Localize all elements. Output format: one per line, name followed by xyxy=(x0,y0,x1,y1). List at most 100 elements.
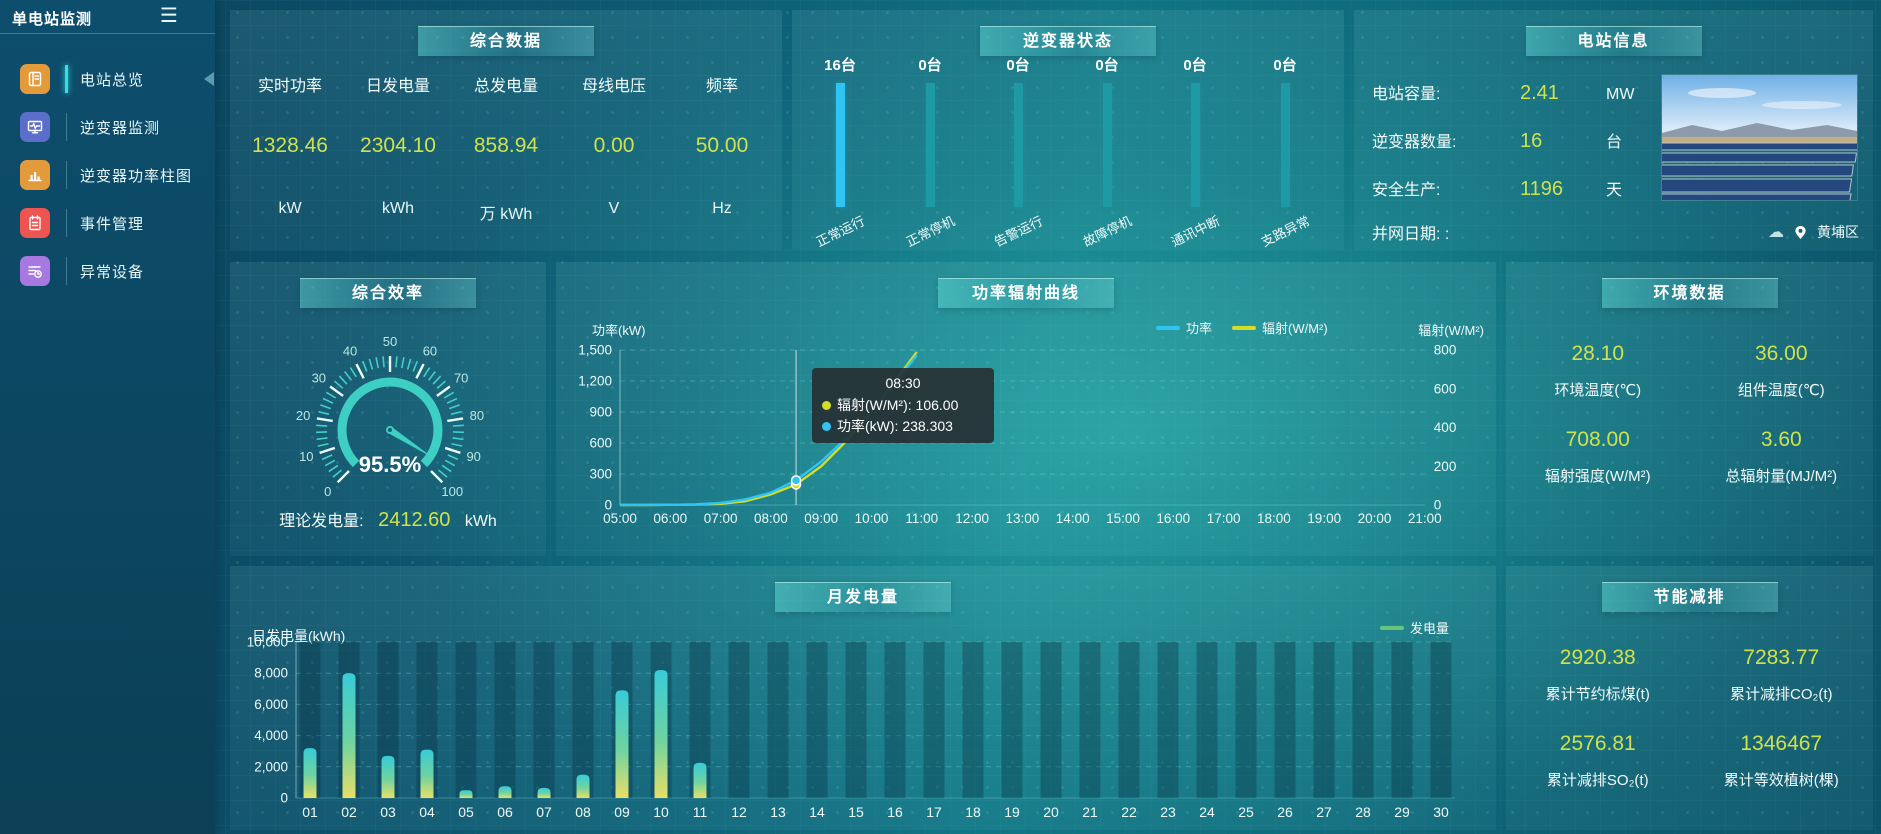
svg-text:20: 20 xyxy=(1043,804,1059,820)
panel-power-radiation-curve: 功率辐射曲线 功率(kW) 辐射(W/M²) 功率 辐射(W/M²) 0 300 60… xyxy=(556,262,1496,556)
stat-label: 累计等效植树(棵) xyxy=(1723,772,1839,789)
location-pin-icon[interactable] xyxy=(1794,225,1807,240)
svg-text:12:00: 12:00 xyxy=(955,511,989,526)
theory-label: 理论发电量: xyxy=(279,513,364,530)
svg-text:11:00: 11:00 xyxy=(905,511,938,526)
sidebar-item-4[interactable]: 事件管理 xyxy=(0,199,215,247)
panel-station-info: 电站信息 电站容量: 2.41 MW 逆变器数量: 16 台安全生产: 1196 天并网日期:… xyxy=(1354,10,1873,250)
svg-text:18:00: 18:00 xyxy=(1257,511,1291,526)
stat-label: 辐射强度(W/M²) xyxy=(1544,468,1651,485)
stat-item: 3.60 总辐射量(MJ/M²) xyxy=(1690,422,1874,502)
menu-separator xyxy=(66,209,67,237)
sidebar-menu: 电站总览逆变器监测逆变器功率柱图事件管理 异常设备 xyxy=(0,55,215,295)
svg-text:13:00: 13:00 xyxy=(1006,511,1040,526)
inverter-status-column: 0台 告警运行 xyxy=(970,54,1066,250)
station-info-row: 逆变器数量: 16 台 xyxy=(1372,128,1702,153)
menu-separator xyxy=(66,161,67,189)
svg-text:17:00: 17:00 xyxy=(1207,511,1241,526)
inverter-count: 16台 xyxy=(824,57,856,74)
stat-value: 7283.77 xyxy=(1743,646,1820,669)
svg-text:100: 100 xyxy=(441,484,463,499)
power-radiation-chart[interactable]: 0 300 600 900 1,200 1,500 0 200 400 600 800 05:00 06… xyxy=(556,262,1496,556)
sidebar-item-5[interactable]: 异常设备 xyxy=(0,247,215,295)
legend-item[interactable]: 辐射(W/M²) xyxy=(1232,318,1328,337)
station-location-row: ☁ 黄埔区 xyxy=(1768,222,1859,242)
svg-text:95.5%: 95.5% xyxy=(359,452,421,477)
panel-title: 环境数据 xyxy=(1601,278,1778,308)
sidebar-item-2[interactable]: 逆变器监测 xyxy=(0,103,215,151)
svg-text:0: 0 xyxy=(324,484,331,499)
monthly-axis-label: 日发电量(kWh) xyxy=(252,628,346,644)
svg-text:4,000: 4,000 xyxy=(254,728,288,743)
svg-text:400: 400 xyxy=(1434,420,1457,435)
panel-title: 电站信息 xyxy=(1525,26,1702,56)
panel-summary-data: 综合数据 实时功率 日发电量 总发电量 母线电压 频率 1328.46 2304.10 85… xyxy=(230,10,782,250)
metric-unit: kW xyxy=(278,200,302,217)
district-label[interactable]: 黄埔区 xyxy=(1817,224,1859,240)
svg-text:07:00: 07:00 xyxy=(704,511,738,526)
sidebar-item-label: 逆变器功率柱图 xyxy=(80,168,193,185)
svg-text:04: 04 xyxy=(419,804,435,820)
svg-text:25: 25 xyxy=(1238,804,1254,820)
status-bar xyxy=(835,83,845,207)
svg-text:2,000: 2,000 xyxy=(254,759,288,774)
svg-text:23: 23 xyxy=(1160,804,1176,820)
monthly-chart-legend[interactable]: 发电量 xyxy=(1380,618,1449,637)
efficiency-gauge[interactable]: 0 10 20 30 40 50 60 70 80 90 100 95.5% xyxy=(230,262,546,502)
sidebar-item-1[interactable]: 电站总览 xyxy=(0,55,215,103)
sidebar-item-3[interactable]: 逆变器功率柱图 xyxy=(0,151,215,199)
inverter-status-column: 0台 支路异常 xyxy=(1237,54,1333,250)
svg-text:01: 01 xyxy=(302,804,318,820)
metric-unit: kWh xyxy=(382,200,414,217)
power-axis-label: 功率(kW) xyxy=(592,323,646,338)
sidebar-collapse-arrow-icon[interactable] xyxy=(204,72,214,86)
legend-item[interactable]: 功率 xyxy=(1156,318,1212,337)
sidebar-item-label: 逆变器监测 xyxy=(80,120,161,137)
inverter-status-column: 0台 正常停机 xyxy=(882,54,978,250)
svg-text:21: 21 xyxy=(1082,804,1098,820)
menu-separator xyxy=(65,65,68,93)
metric-label: 总发电量 xyxy=(473,78,538,95)
svg-text:14: 14 xyxy=(809,804,825,820)
svg-text:15:00: 15:00 xyxy=(1106,511,1140,526)
stat-item: 708.00 辐射强度(W/M²) xyxy=(1506,422,1690,502)
svg-text:40: 40 xyxy=(343,344,357,359)
svg-text:90: 90 xyxy=(466,449,480,464)
svg-text:0: 0 xyxy=(1434,498,1442,513)
weather-cloud-icon[interactable]: ☁ xyxy=(1768,224,1784,241)
metric-unit: Hz xyxy=(712,200,732,217)
menu-separator xyxy=(66,113,67,141)
station-info-row: 电站容量: 2.41 MW xyxy=(1372,80,1702,105)
svg-text:08:00: 08:00 xyxy=(754,511,788,526)
svg-text:70: 70 xyxy=(454,370,468,385)
series-dot-icon xyxy=(822,422,831,432)
status-bar xyxy=(925,83,935,207)
status-bar xyxy=(1013,83,1023,207)
summary-labels-row: 实时功率 日发电量 总发电量 母线电压 频率 xyxy=(236,72,776,96)
svg-text:06: 06 xyxy=(497,804,513,820)
status-label: 通讯中断 xyxy=(1168,213,1223,250)
station-row-unit: 天 xyxy=(1606,182,1623,199)
station-row-value: 16 xyxy=(1520,130,1543,152)
inverter-count: 0台 xyxy=(1183,57,1207,74)
legend-label: 功率 xyxy=(1186,321,1213,336)
metric-value: 50.00 xyxy=(695,134,749,157)
station-photo xyxy=(1662,75,1857,200)
station-row-value: 1196 xyxy=(1520,178,1564,200)
status-label: 正常运行 xyxy=(813,213,868,250)
svg-text:13: 13 xyxy=(770,804,786,820)
svg-text:22: 22 xyxy=(1121,804,1137,820)
svg-text:17: 17 xyxy=(926,804,942,820)
station-row-label: 电站容量: xyxy=(1372,86,1441,103)
svg-text:29: 29 xyxy=(1394,804,1410,820)
monthly-generation-chart[interactable]: 0 2,000 4,000 6,000 8,000 10,000 01 02 03 04 05 06 0… xyxy=(230,566,1496,830)
status-bar xyxy=(1102,83,1112,207)
svg-text:1,200: 1,200 xyxy=(578,374,612,389)
hamburger-menu-icon[interactable]: ☰ xyxy=(160,5,178,27)
inverter-status-column: 16台正常运行 xyxy=(792,54,888,250)
app-title: 单电站监测 xyxy=(12,11,93,28)
legend-label: 发电量 xyxy=(1410,621,1450,636)
panel-title: 节能减排 xyxy=(1601,582,1778,612)
svg-text:6,000: 6,000 xyxy=(254,697,288,712)
stat-item: 7283.77 累计减排CO₂(t) xyxy=(1690,640,1874,720)
